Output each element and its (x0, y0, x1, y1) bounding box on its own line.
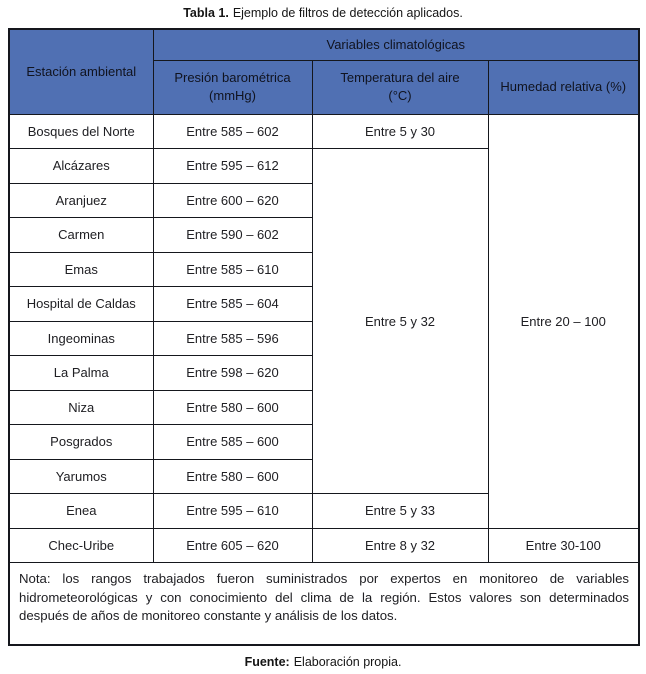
station-cell: Yarumos (8, 458, 154, 494)
table-row: Bosques del Norte Entre 585 – 602 Entre … (8, 113, 640, 529)
table-row: Chec-Uribe Entre 605 – 620 Entre 8 y 32 … (8, 527, 640, 563)
pressure-cell: Entre 598 – 620 (152, 355, 313, 391)
station-cell: Emas (8, 251, 154, 287)
station-cell: Aranjuez (8, 182, 154, 218)
station-cell: Enea (8, 493, 154, 529)
table-row: Yarumos Entre 580 – 600 (8, 458, 639, 494)
station-cell: Ingeominas (8, 320, 154, 356)
humidity-cell: Entre 30-100 (487, 527, 640, 563)
column-header-station: Estación ambiental (8, 28, 154, 115)
pressure-cell: Entre 585 – 610 (152, 251, 313, 287)
header-row-variables: Presión barométrica (mmHg) Temperatura d… (9, 59, 640, 115)
station-cell: Alcázares (8, 148, 154, 184)
source-caption: Fuente: Elaboración propia. (0, 655, 646, 669)
pressure-cell: Entre 585 – 600 (152, 424, 313, 460)
temperature-cell: Entre 8 y 32 (311, 527, 489, 563)
table-row: Niza Entre 580 – 600 (8, 389, 639, 425)
column-header-humidity: Humedad relativa (%) (487, 59, 640, 115)
temperature-merged-cell: Entre 5 y 32 (311, 148, 489, 494)
station-cell: Bosques del Norte (8, 113, 154, 149)
station-cell: Niza (8, 389, 154, 425)
column-header-pressure: Presión barométrica (mmHg) (152, 59, 313, 115)
humidity-merged-cell: Entre 20 – 100 (487, 113, 640, 529)
detection-filters-table: Estación ambiental Variables climatológi… (8, 28, 641, 646)
temperature-cell: Entre 5 y 33 (311, 493, 489, 529)
pressure-cell: Entre 590 – 602 (152, 217, 313, 253)
table-row: Hospital de Caldas Entre 585 – 604 (8, 286, 639, 322)
station-cell: Chec-Uribe (8, 527, 154, 563)
temperature-cell: Entre 5 y 30 (311, 113, 489, 149)
table-row: Carmen Entre 590 – 602 (8, 217, 639, 253)
station-cell: La Palma (8, 355, 154, 391)
pressure-cell: Entre 580 – 600 (152, 389, 313, 425)
pressure-cell: Entre 585 – 602 (152, 113, 313, 149)
table-title-label: Tabla 1. (183, 6, 229, 20)
pressure-cell: Entre 600 – 620 (152, 182, 313, 218)
table-row: Ingeominas Entre 585 – 596 (8, 320, 639, 356)
pressure-cell: Entre 585 – 596 (152, 320, 313, 356)
table-title-text: Ejemplo de filtros de detección aplicado… (232, 6, 463, 20)
table-title: Tabla 1. Ejemplo de filtros de detección … (0, 0, 646, 21)
table-row: Posgrados Entre 585 – 600 (8, 424, 639, 460)
station-cell: Hospital de Caldas (8, 286, 154, 322)
column-header-group-climatological-variables: Variables climatológicas (152, 28, 640, 61)
pressure-cell: Entre 580 – 600 (152, 458, 313, 494)
header-row-group: Estación ambiental Variables climatológi… (8, 28, 640, 115)
source-caption-text: Elaboración propia. (293, 655, 402, 669)
pressure-cell: Entre 585 – 604 (152, 286, 313, 322)
note-row: Nota: los rangos trabajados fueron sumin… (8, 562, 640, 646)
pressure-cell: Entre 595 – 612 (152, 148, 313, 184)
station-cell: Posgrados (8, 424, 154, 460)
note-cell: Nota: los rangos trabajados fueron sumin… (8, 562, 640, 646)
pressure-cell: Entre 605 – 620 (152, 527, 313, 563)
table-row: Aranjuez Entre 600 – 620 (8, 182, 639, 218)
column-header-temperature: Temperatura del aire (°C) (311, 59, 489, 115)
table-row: Alcázares Entre 595 – 612 Entre 5 y 32 (8, 148, 639, 494)
source-caption-label: Fuente: (244, 655, 290, 669)
station-cell: Carmen (8, 217, 154, 253)
pressure-cell: Entre 595 – 610 (152, 493, 313, 529)
